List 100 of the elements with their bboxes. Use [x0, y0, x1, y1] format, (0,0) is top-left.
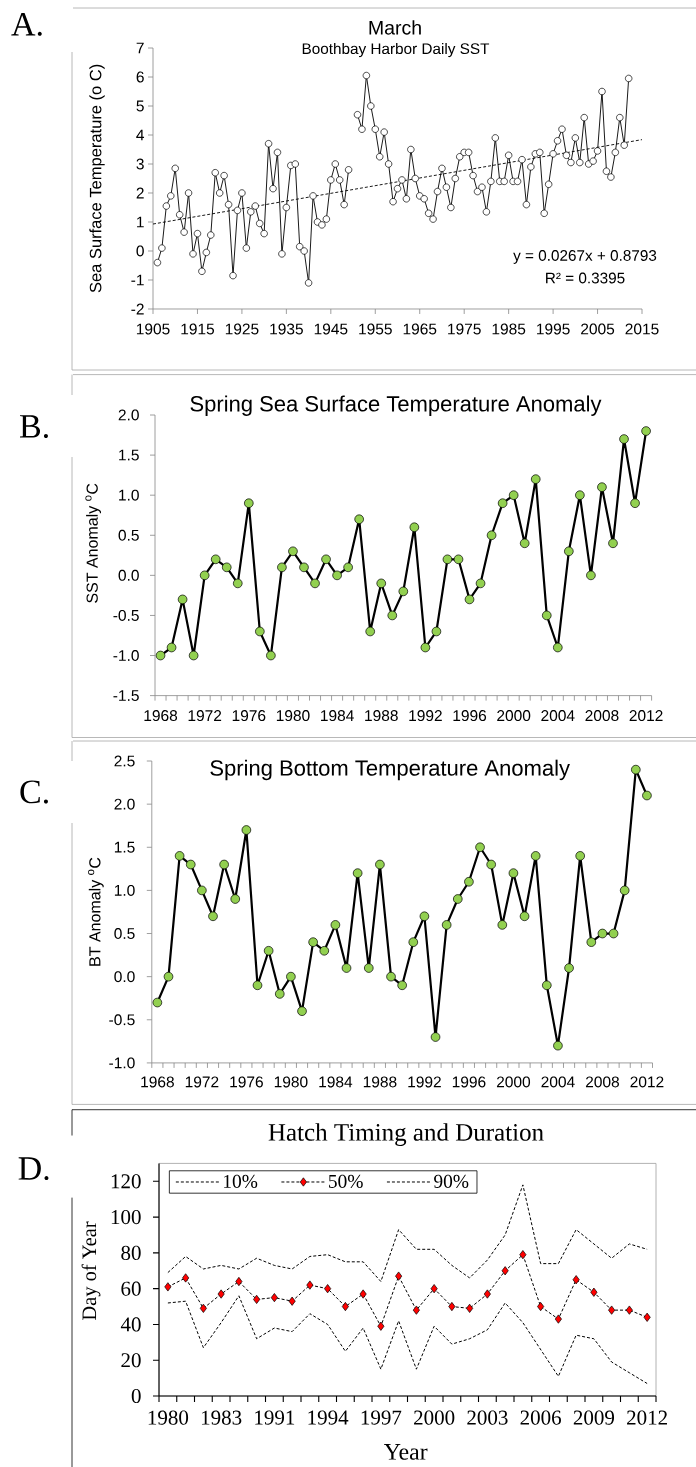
- y-axis-title: Day of Year: [81, 1221, 101, 1321]
- point: [420, 642, 431, 653]
- point: [395, 1271, 403, 1281]
- point: [266, 650, 276, 661]
- y-tick-label: 80: [121, 1245, 141, 1260]
- point: [230, 894, 240, 904]
- point: [448, 1302, 456, 1312]
- y-tick-label: 0.0: [118, 569, 139, 581]
- x-tick-label: 1972: [185, 1076, 219, 1088]
- x-tick-label: 1992: [409, 710, 442, 722]
- point: [233, 578, 243, 589]
- legend-label: 90%: [434, 1174, 469, 1188]
- y-tick-label: -0.5: [109, 1014, 135, 1026]
- x-tick-label: 1984: [321, 710, 354, 722]
- text: A.: [11, 12, 42, 36]
- x-tick-label: 2012: [629, 710, 663, 722]
- chart-title: Spring Bottom Temperature Anomaly: [210, 759, 570, 781]
- point: [453, 894, 463, 904]
- point: [631, 764, 641, 775]
- point: [641, 426, 651, 436]
- y-tick-label: 100: [111, 1210, 141, 1225]
- point: [575, 490, 585, 500]
- annotation: y = 0.0267x + 0.8793: [513, 250, 657, 264]
- point: [466, 1303, 474, 1313]
- x-tick-label: 2008: [585, 1076, 619, 1088]
- point: [197, 885, 207, 896]
- point: [537, 1302, 545, 1312]
- y-tick-label: 2.0: [118, 409, 139, 421]
- point: [586, 570, 596, 581]
- point: [166, 642, 177, 653]
- point: [398, 586, 409, 597]
- x-tick-label: 1988: [365, 710, 398, 722]
- x-tick-label: 1996: [453, 710, 487, 722]
- y-tick-label: 6: [136, 71, 144, 83]
- text: B.: [20, 415, 48, 438]
- point: [217, 1289, 225, 1299]
- x-tick-label: 1980: [148, 1410, 189, 1425]
- x-tick-label: 1968: [144, 710, 178, 722]
- point: [235, 1276, 243, 1287]
- point: [299, 562, 309, 573]
- y-tick-label: 2: [136, 187, 144, 199]
- y-tick-label: 20: [121, 1353, 141, 1368]
- y-tick-label: 0: [136, 245, 144, 257]
- x-tick-label: 1968: [141, 1076, 174, 1088]
- point: [575, 851, 585, 861]
- x-tick-label: 1991: [255, 1410, 295, 1425]
- point: [377, 1321, 385, 1331]
- chart-subtitle: Boothbay Harbor Daily SST: [302, 42, 490, 58]
- x-tick-label: 2000: [414, 1410, 455, 1425]
- point: [386, 971, 396, 982]
- y-axis-title: Sea Surface Temperature (o C): [89, 64, 105, 293]
- y-tick-label: -2: [131, 303, 144, 315]
- x-tick-label: 1980: [274, 1076, 308, 1088]
- x-tick-label: 1935: [270, 323, 303, 335]
- y-tick-label: 0: [131, 1388, 141, 1404]
- point: [483, 1289, 491, 1299]
- point: [308, 937, 318, 947]
- point: [519, 538, 530, 549]
- point: [497, 498, 508, 508]
- chart-title: March: [369, 20, 421, 35]
- point: [208, 911, 218, 922]
- point: [519, 911, 530, 922]
- y-tick-label: 0.5: [114, 928, 135, 940]
- point: [597, 928, 608, 939]
- x-tick-label: 1994: [308, 1410, 349, 1425]
- point: [643, 1312, 651, 1322]
- x-tick-label: 1997: [361, 1410, 402, 1425]
- point: [252, 980, 263, 991]
- point: [188, 650, 199, 661]
- y-tick-label: 0.0: [114, 971, 135, 983]
- point: [321, 554, 331, 565]
- point: [255, 626, 265, 637]
- point: [486, 859, 496, 870]
- point: [199, 570, 210, 581]
- point: [365, 626, 375, 637]
- x-tick-label: 2006: [520, 1410, 562, 1425]
- point: [343, 562, 353, 573]
- point: [306, 1280, 314, 1290]
- point: [519, 1250, 527, 1260]
- point: [608, 928, 619, 939]
- point: [376, 578, 386, 589]
- point: [430, 1032, 441, 1042]
- point: [419, 911, 430, 922]
- x-tick-label: 1975: [448, 323, 481, 335]
- y-tick-label: 3: [136, 158, 144, 170]
- x-tick-label: 2005: [581, 323, 615, 335]
- point: [475, 842, 485, 853]
- x-tick-label: 2012: [630, 1076, 664, 1088]
- point: [275, 989, 285, 999]
- point: [163, 971, 174, 982]
- point: [625, 1305, 633, 1315]
- point: [542, 980, 552, 991]
- point: [253, 1294, 261, 1304]
- point: [542, 610, 552, 621]
- x-tick-label: 1915: [181, 323, 215, 335]
- y-axis-title: BT Anomaly $^{o}$C: [88, 857, 104, 966]
- point: [288, 546, 298, 557]
- point: [330, 920, 341, 930]
- chart-title: Spring Sea Surface Temperature Anomaly: [190, 395, 602, 416]
- point: [464, 877, 474, 887]
